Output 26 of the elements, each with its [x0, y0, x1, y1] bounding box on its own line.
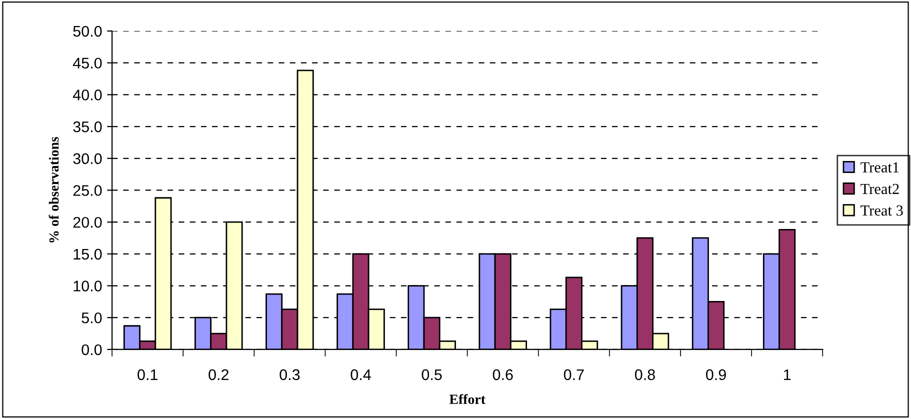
x-tick-label: 1 — [784, 369, 791, 380]
y-tick-label: 5.0 — [82, 312, 102, 324]
x-tick-label: 0.1 — [138, 369, 158, 380]
x-tick-label: 0.4 — [350, 369, 371, 380]
x-tick-label: 0.8 — [634, 369, 655, 380]
legend-label: Treat2 — [860, 184, 899, 194]
y-tick-label: 25.0 — [73, 185, 102, 196]
y-tick-label: 45.0 — [72, 58, 102, 69]
y-tick-label: 15.0 — [74, 248, 102, 260]
x-tick-label: 0.5 — [422, 369, 442, 380]
y-axis-title: % of observations — [48, 136, 59, 242]
x-tick-label: 0.7 — [564, 369, 584, 380]
x-tick-label: 0.3 — [280, 369, 300, 380]
legend-label: Treat 3 — [860, 205, 903, 216]
x-tick-label: 0.6 — [492, 369, 513, 380]
y-tick-label: 35.0 — [73, 121, 102, 132]
legend-label: Treat1 — [860, 162, 899, 173]
y-tick-label: 40.0 — [72, 90, 102, 100]
y-tick-label: 30.0 — [73, 153, 102, 164]
y-tick-label: 10.0 — [74, 280, 102, 292]
x-axis-title: Effort — [449, 394, 486, 404]
y-tick-label: 50.0 — [73, 26, 102, 37]
y-tick-label: 0.0 — [82, 344, 102, 356]
x-tick-label: 0.2 — [208, 369, 228, 380]
y-tick-label: 20.0 — [73, 216, 102, 228]
x-tick-label: 0.9 — [706, 369, 726, 380]
